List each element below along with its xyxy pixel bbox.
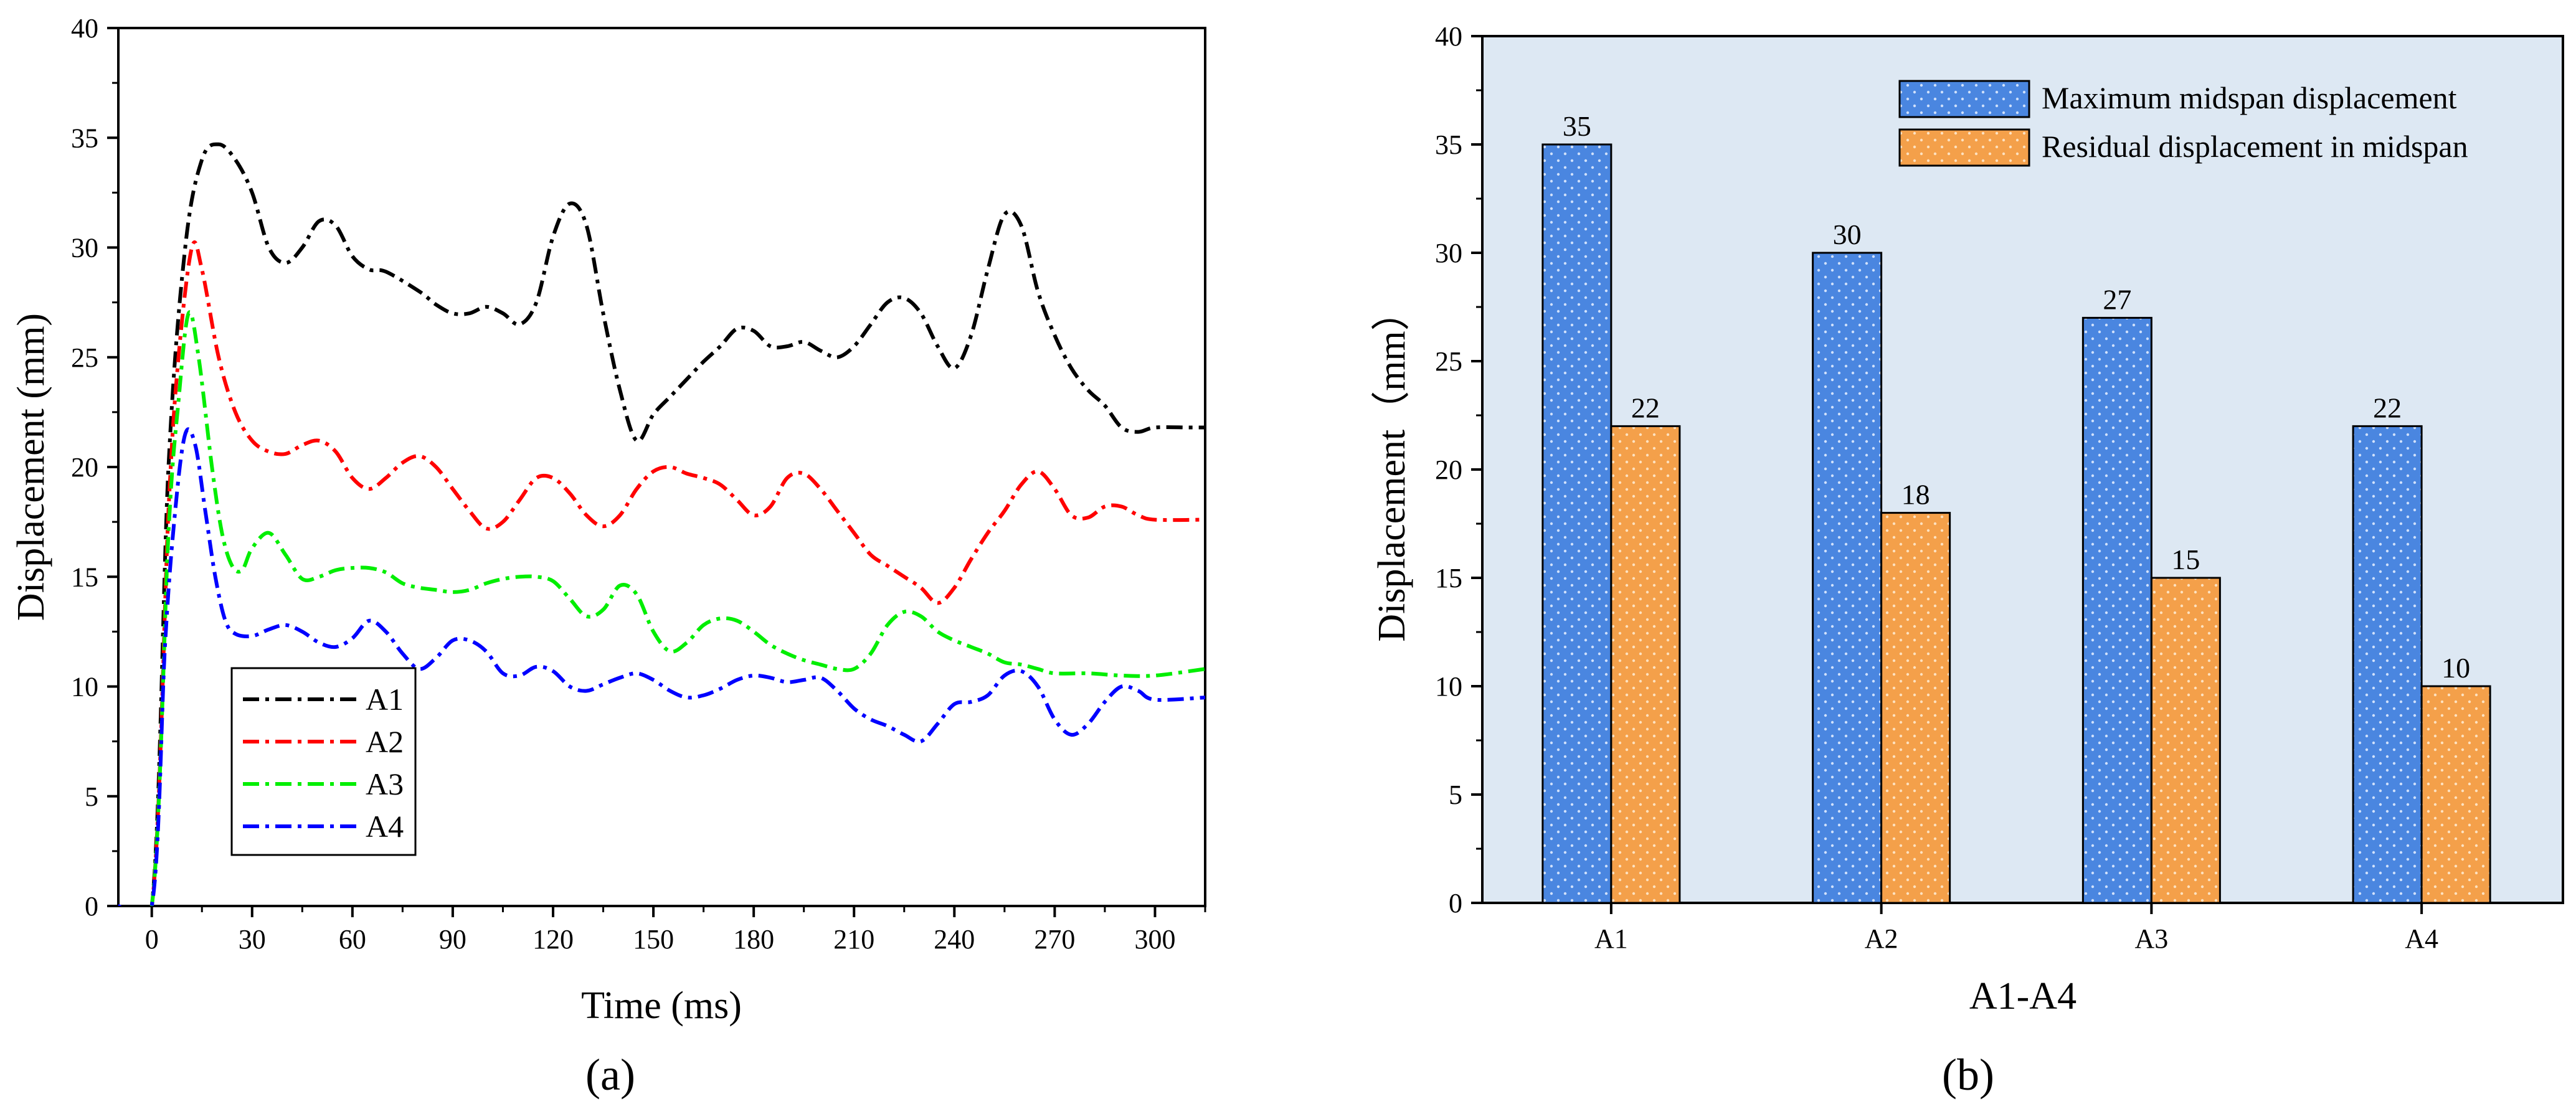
y-axis-b: 0 5 10 15 20 25 30 35 40 <box>1435 21 1482 918</box>
x-tick-label-a: 90 <box>439 924 466 955</box>
panel-label-a: (a) <box>585 1050 635 1100</box>
y-axis-title-a: Displacement (mm) <box>10 313 52 621</box>
y-tick-label-a: 10 <box>71 672 98 702</box>
y-tick-label-b: 35 <box>1435 130 1462 160</box>
bar-a3-maximum <box>2081 316 2152 904</box>
x-tick-label-a: 180 <box>733 924 774 955</box>
bar-value-label: 35 <box>1563 110 1591 142</box>
bars-b: 35 22 30 18 27 15 22 10 <box>1541 110 2491 904</box>
y-tick-label-a: 35 <box>71 123 98 153</box>
y-tick-label-a: 15 <box>71 562 98 592</box>
bar-a4-maximum <box>2352 425 2423 904</box>
y-axis-a: 0 5 10 15 20 25 30 35 40 <box>71 13 118 922</box>
x-tick-label-a: 300 <box>1134 924 1175 955</box>
y-tick-label-a: 0 <box>85 891 98 922</box>
bar-a1-maximum <box>1541 143 1612 904</box>
bar-a4-residual <box>2420 685 2491 904</box>
bar-value-label: 22 <box>2373 392 2402 423</box>
legend-label-a4: A4 <box>366 809 404 844</box>
x-tick-label-a: 0 <box>145 924 159 955</box>
x-tick-label-b: A2 <box>1865 923 1898 954</box>
bar-chart-panel-b: 0 5 10 15 20 25 30 35 40 35 22 30 18 27 15 22 10 A1 A2 A3… <box>1371 21 2564 1100</box>
y-tick-label-b: 30 <box>1435 238 1462 268</box>
legend-swatch-b-1 <box>1898 128 2030 167</box>
bar-a2-residual <box>1880 512 1951 904</box>
bar-value-label: 18 <box>1901 479 1930 511</box>
legend-a: A1 A2 A3 A4 <box>230 667 417 856</box>
y-tick-label-b: 15 <box>1435 563 1462 593</box>
bar-a3-residual <box>2150 577 2221 904</box>
bar-value-label: 22 <box>1631 392 1660 423</box>
y-tick-label-a: 40 <box>71 13 98 44</box>
legend-label-a3: A3 <box>366 767 404 801</box>
panel-label-b: (b) <box>1942 1050 1994 1100</box>
y-tick-label-b: 0 <box>1449 888 1462 918</box>
y-tick-label-b: 5 <box>1449 780 1462 810</box>
x-tick-label-b: A1 <box>1594 923 1628 954</box>
y-tick-label-a: 25 <box>71 342 98 373</box>
x-tick-label-a: 210 <box>833 924 874 955</box>
legend-label-b-1: Residual displacement in midspan <box>2042 129 2468 164</box>
y-tick-label-a: 30 <box>71 233 98 263</box>
y-tick-label-b: 20 <box>1435 455 1462 485</box>
legend-b: Maximum midspan displacement Residual dis… <box>1898 80 2468 167</box>
x-tick-label-b: A3 <box>2134 923 2168 954</box>
bar-value-label: 10 <box>2441 652 2470 684</box>
series-line-a1 <box>118 142 1205 906</box>
x-tick-label-a: 150 <box>633 924 674 955</box>
y-tick-label-a: 20 <box>71 452 98 483</box>
x-axis-title-b: A1-A4 <box>1969 975 2076 1017</box>
y-tick-label-a: 5 <box>85 781 98 812</box>
x-tick-label-a: 270 <box>1034 924 1075 955</box>
x-axis-title-a: Time (ms) <box>581 984 742 1027</box>
x-tick-label-a: 60 <box>339 924 366 955</box>
x-tick-label-a: 240 <box>934 924 975 955</box>
x-tick-label-b: A4 <box>2405 923 2438 954</box>
x-axis-a: 0 30 60 90 120 150 180 210 240 270 300 <box>145 906 1206 955</box>
x-axis-b: A1 A2 A3 A4 <box>1594 903 2438 954</box>
bar-value-label: 30 <box>1833 219 1862 250</box>
bar-a1-residual <box>1610 425 1681 904</box>
y-tick-label-b: 25 <box>1435 346 1462 377</box>
bar-a2-maximum <box>1812 252 1883 904</box>
legend-label-a1: A1 <box>366 682 404 717</box>
x-tick-label-a: 120 <box>533 924 574 955</box>
y-tick-label-b: 40 <box>1435 21 1462 52</box>
line-chart-panel-a: 0 5 10 15 20 25 30 35 40 0 30 60 90 120 150 180 210 240 2… <box>10 13 1206 1100</box>
series-line-a2 <box>118 240 1205 906</box>
legend-label-b-0: Maximum midspan displacement <box>2042 80 2457 115</box>
y-tick-label-b: 10 <box>1435 671 1462 702</box>
bar-value-label: 27 <box>2103 283 2131 315</box>
legend-label-a2: A2 <box>366 724 404 759</box>
bar-value-label: 15 <box>2171 544 2200 575</box>
series-lines-a <box>118 142 1205 906</box>
x-tick-label-a: 30 <box>239 924 266 955</box>
y-axis-title-b: Displacement（mm） <box>1371 292 1413 641</box>
legend-swatch-b-0 <box>1898 80 2030 118</box>
series-line-a4 <box>118 427 1205 906</box>
